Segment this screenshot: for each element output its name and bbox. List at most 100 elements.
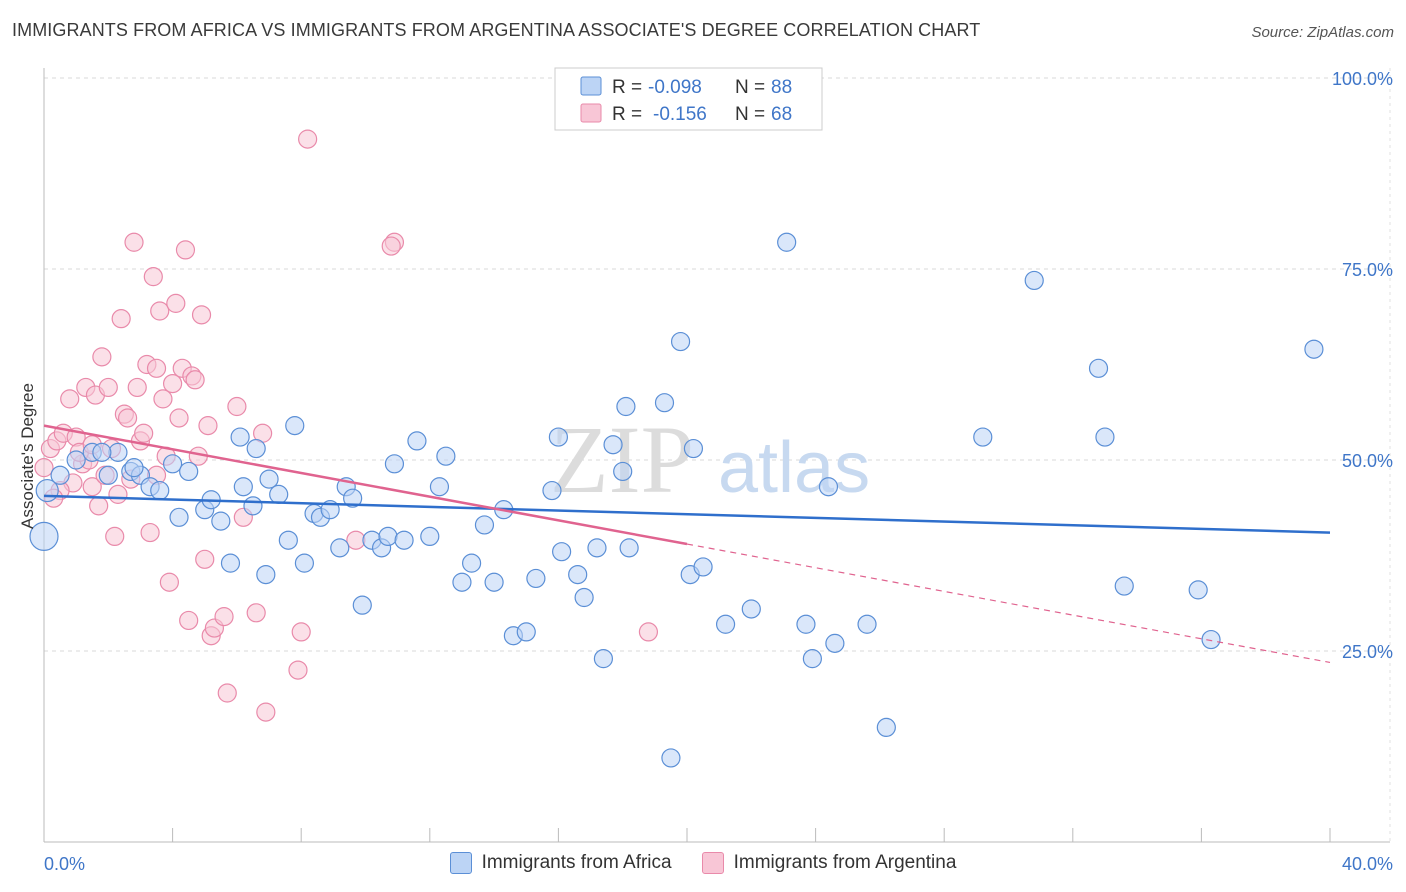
argentina-point bbox=[214, 607, 234, 627]
bottom-legend-swatch-africa bbox=[449, 852, 472, 874]
africa-point bbox=[384, 454, 405, 474]
africa-point bbox=[452, 572, 472, 592]
africa-point bbox=[352, 595, 372, 615]
africa-point bbox=[857, 614, 877, 634]
source-label: Source: ZipAtlas.com bbox=[1251, 24, 1394, 41]
africa-point bbox=[802, 649, 822, 669]
africa-point bbox=[593, 649, 614, 669]
africa-point bbox=[825, 633, 845, 653]
africa-point bbox=[484, 572, 504, 592]
africa-point bbox=[233, 477, 253, 497]
argentina-point bbox=[105, 526, 125, 547]
africa-point bbox=[343, 488, 363, 508]
argentina-point bbox=[98, 377, 118, 398]
argentina-point bbox=[60, 389, 80, 409]
argentina-point bbox=[169, 408, 189, 428]
africa-point bbox=[574, 587, 594, 608]
africa-point bbox=[179, 461, 199, 482]
africa-point bbox=[613, 461, 633, 482]
argentina-point bbox=[134, 423, 154, 443]
africa-point bbox=[603, 435, 623, 455]
axes bbox=[43, 68, 1391, 843]
africa-point bbox=[394, 530, 414, 550]
africa-point bbox=[230, 427, 250, 447]
africa-point bbox=[246, 438, 266, 459]
africa-point bbox=[1088, 358, 1109, 378]
legend-n-label-africa: N = bbox=[735, 77, 765, 98]
bottom-legend-label-africa: Immigrants from Africa bbox=[481, 852, 672, 873]
bottom-legend-label-argentina: Immigrants from Argentina bbox=[733, 852, 957, 873]
africa-point bbox=[818, 477, 839, 497]
argentina-point bbox=[256, 702, 276, 722]
africa-point bbox=[269, 484, 289, 504]
africa-point bbox=[526, 568, 546, 589]
africa-point bbox=[1188, 580, 1208, 600]
argentina-point bbox=[92, 347, 112, 367]
x-tick-label-1: 40.0% bbox=[1342, 854, 1393, 874]
argentina-point bbox=[159, 572, 179, 592]
argentina-point bbox=[82, 477, 102, 497]
argentina-point bbox=[127, 377, 147, 398]
argentina-point bbox=[381, 236, 401, 256]
africa-point bbox=[124, 458, 144, 478]
africa-point bbox=[542, 480, 562, 501]
argentina-point bbox=[153, 389, 173, 409]
africa-point bbox=[552, 542, 572, 562]
argentina-point bbox=[150, 301, 170, 321]
argentina-point bbox=[89, 496, 109, 516]
legend-r-africa: -0.098 bbox=[648, 77, 702, 98]
argentina-point bbox=[195, 549, 215, 569]
y-tick-label-0: 25.0% bbox=[1342, 642, 1393, 662]
africa-point bbox=[568, 564, 588, 585]
africa-point bbox=[876, 717, 896, 738]
africa-point bbox=[654, 393, 675, 413]
argentina-point bbox=[227, 396, 247, 417]
africa-point bbox=[693, 557, 713, 577]
africa-point bbox=[436, 446, 456, 466]
africa-point bbox=[50, 465, 70, 485]
africa-point bbox=[1024, 270, 1044, 291]
argentina-point bbox=[124, 232, 144, 252]
argentina-point bbox=[143, 267, 163, 287]
argentina-point bbox=[298, 129, 318, 149]
y-tick-label-2: 75.0% bbox=[1342, 260, 1393, 280]
argentina-point bbox=[191, 305, 212, 325]
africa-point bbox=[420, 526, 440, 547]
legend-n-argentina: 68 bbox=[771, 104, 792, 125]
bottom-legend-item-africa: Immigrants from Africa bbox=[449, 852, 672, 874]
africa-point bbox=[429, 477, 450, 497]
argentina-point bbox=[291, 622, 311, 642]
africa-point bbox=[516, 622, 536, 642]
bottom-legend: Immigrants from Africa Immigrants from A… bbox=[0, 852, 1406, 874]
africa-point bbox=[777, 232, 797, 252]
argentina-point bbox=[198, 416, 218, 436]
africa-point bbox=[163, 454, 183, 474]
africa-point bbox=[98, 465, 118, 485]
africa-point bbox=[259, 469, 279, 489]
africa-point bbox=[294, 553, 315, 573]
africa-point bbox=[285, 416, 305, 436]
africa-point bbox=[474, 515, 495, 535]
argentina-point bbox=[108, 484, 128, 504]
argentina-point bbox=[111, 309, 131, 329]
africa-point bbox=[548, 427, 569, 447]
africa-point bbox=[1201, 629, 1221, 650]
africa-point bbox=[256, 564, 276, 585]
legend-swatch-argentina bbox=[580, 103, 602, 123]
bottom-legend-swatch-argentina bbox=[701, 852, 724, 874]
y-tick-label-3: 100.0% bbox=[1332, 69, 1393, 89]
trend-line-argentina-extension bbox=[686, 543, 1331, 664]
argentina-point bbox=[163, 374, 183, 394]
argentina-point bbox=[179, 610, 199, 631]
argentina-point bbox=[175, 240, 196, 260]
africa-point bbox=[683, 438, 704, 459]
africa-point bbox=[407, 431, 427, 451]
argentina-point bbox=[117, 408, 138, 428]
argentina-point bbox=[246, 603, 266, 623]
africa-point bbox=[661, 748, 681, 768]
legend-n-africa: 88 bbox=[771, 77, 792, 98]
argentina-point bbox=[638, 622, 659, 642]
africa-point bbox=[973, 427, 993, 447]
argentina-point bbox=[346, 530, 366, 550]
